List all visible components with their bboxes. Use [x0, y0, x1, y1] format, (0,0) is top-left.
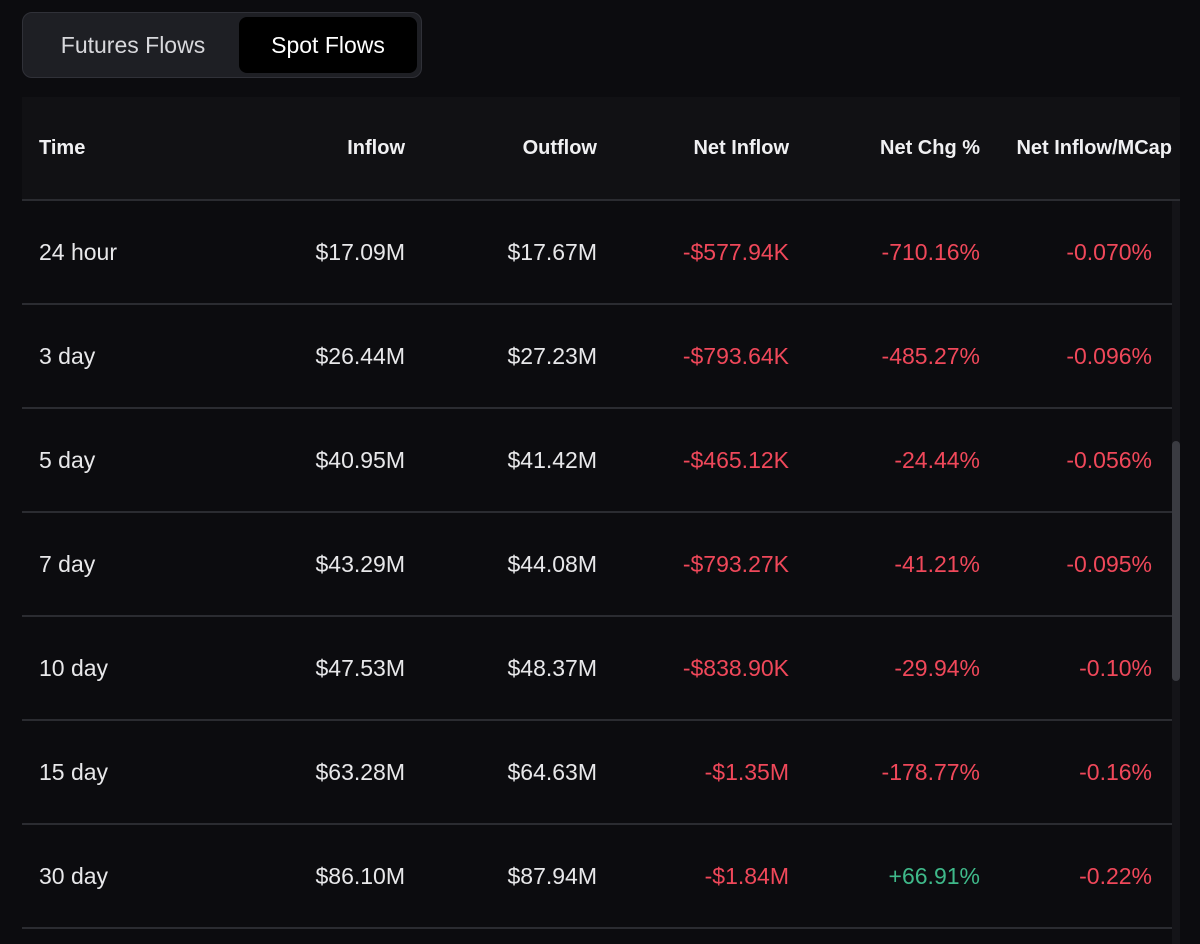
row-outflow: $87.94M [507, 862, 597, 889]
column-header-time[interactable]: Time [39, 136, 86, 159]
table-row[interactable]: 10 day $47.53M $48.37M -$838.90K -29.94% -0.1… [22, 617, 1172, 721]
row-outflow: $41.42M [507, 446, 597, 473]
column-header-inflow[interactable]: Inflow [347, 136, 405, 159]
row-outflow: $48.37M [507, 654, 597, 681]
row-net-inflow-mcap: -0.070% [1066, 238, 1152, 265]
row-time: 10 day [39, 654, 109, 681]
row-net-inflow: -$838.90K [682, 654, 789, 681]
row-net-inflow: -$465.12K [682, 446, 789, 473]
scrollbar-thumb[interactable] [1172, 441, 1180, 681]
row-net-chg: -29.94% [894, 654, 980, 681]
row-time: 5 day [39, 446, 96, 473]
row-inflow: $63.28M [315, 758, 405, 785]
row-net-inflow: -$793.64K [682, 342, 789, 369]
row-inflow: $47.53M [315, 654, 405, 681]
row-time: 7 day [39, 550, 96, 577]
row-time: 24 hour [39, 238, 118, 265]
tab-futures-flows[interactable]: Futures Flows [60, 31, 206, 58]
row-net-inflow-mcap: -0.095% [1066, 550, 1152, 577]
table-row[interactable]: 3 day $26.44M $27.23M -$793.64K -485.27% -0.0… [22, 305, 1172, 409]
table-row[interactable]: 30 day $86.10M $87.94M -$1.84M +66.91% -0.22% [22, 825, 1172, 929]
column-header-net-inflow[interactable]: Net Inflow [693, 136, 789, 159]
table-row[interactable]: 15 day $63.28M $64.63M -$1.35M -178.77% -0.16… [22, 721, 1172, 825]
tab-spot-flows[interactable]: Spot Flows [239, 17, 417, 73]
row-net-inflow-mcap: -0.056% [1066, 446, 1152, 473]
flows-table: Time Inflow Outflow Net Inflow Net Chg %… [22, 97, 1180, 944]
row-net-chg: -24.44% [894, 446, 980, 473]
column-header-net-inflow-mcap[interactable]: Net Inflow/MCap [1016, 136, 1172, 159]
row-time: 3 day [39, 342, 96, 369]
row-net-inflow-mcap: -0.22% [1079, 862, 1152, 889]
row-net-inflow-mcap: -0.096% [1066, 342, 1152, 369]
row-inflow: $43.29M [315, 550, 405, 577]
row-net-chg: +66.91% [888, 862, 980, 889]
column-header-outflow[interactable]: Outflow [522, 136, 597, 159]
row-time: 30 day [39, 862, 109, 889]
row-outflow: $17.67M [507, 238, 597, 265]
row-inflow: $40.95M [315, 446, 405, 473]
row-net-inflow: -$1.84M [704, 862, 789, 889]
row-outflow: $44.08M [507, 550, 597, 577]
table-header: Time Inflow Outflow Net Inflow Net Chg %… [22, 97, 1180, 201]
table-row[interactable]: 24 hour $17.09M $17.67M -$577.94K -710.16% -0… [22, 201, 1172, 305]
row-net-chg: -178.77% [881, 758, 980, 785]
table-scrollbar[interactable] [1172, 201, 1180, 944]
row-net-chg: -710.16% [881, 238, 980, 265]
table-row[interactable]: 7 day $43.29M $44.08M -$793.27K -41.21% -0.09… [22, 513, 1172, 617]
row-net-inflow: -$793.27K [682, 550, 789, 577]
row-inflow: $86.10M [315, 862, 405, 889]
row-net-chg: -41.21% [894, 550, 980, 577]
row-outflow: $64.63M [507, 758, 597, 785]
row-net-inflow-mcap: -0.10% [1079, 654, 1152, 681]
row-inflow: $17.09M [315, 238, 405, 265]
row-net-inflow: -$1.35M [704, 758, 789, 785]
row-inflow: $26.44M [315, 342, 405, 369]
column-header-net-chg[interactable]: Net Chg % [880, 136, 980, 159]
row-net-chg: -485.27% [881, 342, 980, 369]
row-time: 15 day [39, 758, 109, 785]
row-outflow: $27.23M [507, 342, 597, 369]
flow-type-tabs: Futures Flows Spot Flows [22, 12, 422, 78]
row-net-inflow-mcap: -0.16% [1079, 758, 1152, 785]
table-row[interactable]: 5 day $40.95M $41.42M -$465.12K -24.44% -0.05… [22, 409, 1172, 513]
table-body: 24 hour $17.09M $17.67M -$577.94K -710.16% -0… [22, 201, 1180, 929]
row-net-inflow: -$577.94K [682, 238, 789, 265]
